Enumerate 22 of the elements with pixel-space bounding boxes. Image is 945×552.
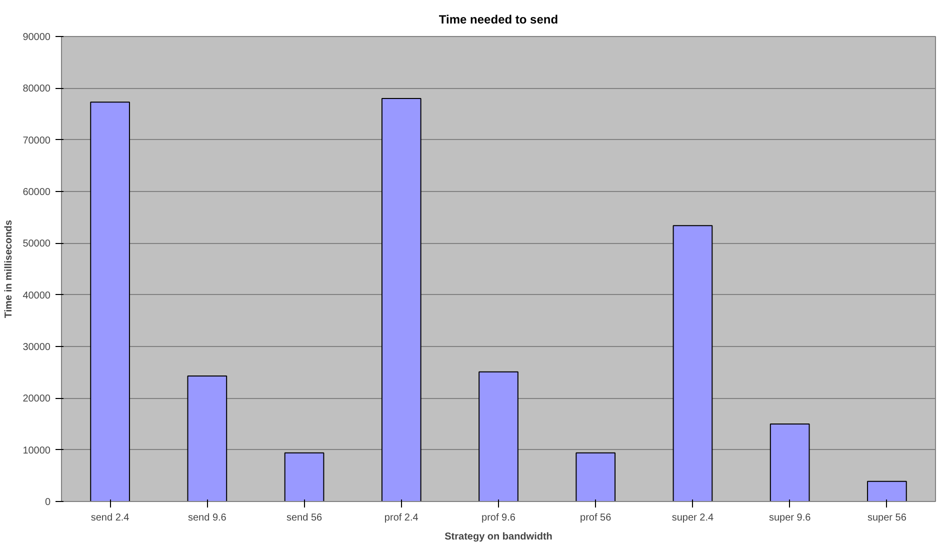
x-tick-label: prof 56 xyxy=(580,512,612,524)
y-tick-label: 0 xyxy=(44,497,51,508)
y-tick-label: 10000 xyxy=(22,445,51,456)
chart-title: Time needed to send xyxy=(438,12,558,26)
x-tick-label: send 2.4 xyxy=(90,512,130,524)
y-tick-label: 50000 xyxy=(22,238,51,250)
y-tick-label: 30000 xyxy=(22,342,51,353)
x-tick-label: super 2.4 xyxy=(672,512,714,524)
y-tick-label: 60000 xyxy=(22,187,51,198)
y-tick-label: 90000 xyxy=(22,32,51,43)
y-tick-label: 20000 xyxy=(22,394,51,405)
x-axis-title: Strategy on bandwidth xyxy=(444,532,552,542)
x-tick-label: super 9.6 xyxy=(768,512,812,524)
y-tick-label: 70000 xyxy=(22,135,51,146)
x-tick-label: send 56 xyxy=(286,512,323,524)
y-axis-title: Time in milliseconds xyxy=(4,219,15,318)
y-tick-label: 80000 xyxy=(22,84,51,95)
x-tick-label: send 9.6 xyxy=(188,512,227,524)
x-tick-label: prof 9.6 xyxy=(482,512,516,524)
x-tick-label: prof 2.4 xyxy=(384,512,419,524)
y-tick-label: 40000 xyxy=(22,290,51,302)
x-tick-label: super 56 xyxy=(867,512,907,524)
